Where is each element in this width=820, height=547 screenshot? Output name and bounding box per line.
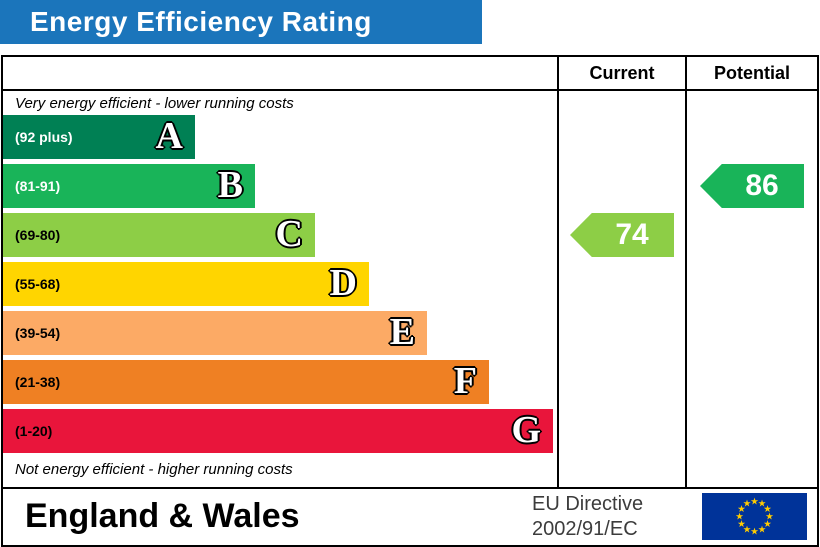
svg-text:★: ★ [765, 512, 774, 523]
svg-text:★: ★ [737, 504, 746, 515]
band-row-f: (21-38) F [3, 360, 489, 404]
band-letter: D [329, 262, 357, 304]
footer-bar: England & Wales EU Directive 2002/91/EC … [1, 489, 819, 547]
column-divider-current [557, 57, 559, 487]
band-letter: E [389, 311, 415, 353]
current-rating-arrow: 74 [570, 213, 674, 257]
band-range-label: (21-38) [15, 374, 61, 390]
band-row-c: (69-80) C [3, 213, 315, 257]
svg-text:★: ★ [750, 497, 759, 508]
band-range-label: (1-20) [15, 423, 53, 439]
band-letter: B [217, 164, 243, 206]
svg-text:★: ★ [743, 525, 752, 536]
band-row-d: (55-68) D [3, 262, 369, 306]
band-range-label: (81-91) [15, 178, 61, 194]
potential-column-header: Potential [713, 63, 790, 83]
region-label: England & Wales [25, 497, 300, 535]
column-divider-potential [685, 57, 687, 487]
eu-directive-text: EU Directive 2002/91/EC [532, 492, 643, 542]
eu-flag-stars: ★★★★★★★★★★★★ [735, 497, 774, 538]
band-row-g: (1-20) G [3, 409, 553, 453]
header-divider-line [3, 89, 817, 91]
svg-text:★: ★ [737, 519, 746, 530]
band-letter: C [275, 213, 303, 255]
potential-rating-value: 86 [745, 169, 779, 202]
rating-table: Current Potential Very energy efficient … [1, 55, 819, 489]
band-letter: F [453, 360, 477, 402]
eu-directive-line1: EU Directive [532, 493, 644, 515]
potential-rating-arrow: 86 [700, 164, 804, 208]
svg-text:★: ★ [743, 499, 752, 510]
svg-text:★: ★ [750, 527, 759, 538]
note-not-efficient: Not energy efficient - higher running co… [15, 461, 293, 478]
svg-text:★: ★ [758, 525, 767, 536]
band-letter: G [511, 409, 541, 451]
page-title: Energy Efficiency Rating [30, 6, 372, 37]
band-range-label: (92 plus) [15, 129, 73, 145]
current-rating-value: 74 [615, 218, 649, 251]
title-bar: Energy Efficiency Rating [0, 0, 482, 44]
note-efficient: Very energy efficient - lower running co… [15, 95, 294, 112]
band-row-b: (81-91) B [3, 164, 255, 208]
eu-flag-icon: ★★★★★★★★★★★★ [702, 493, 807, 540]
current-column-header: Current [589, 63, 655, 83]
svg-text:★: ★ [758, 499, 767, 510]
band-letter: A [155, 115, 183, 157]
band-range-label: (55-68) [15, 276, 61, 292]
band-row-a: (92 plus) A [3, 115, 195, 159]
band-range-label: (39-54) [15, 325, 61, 341]
svg-text:★: ★ [735, 512, 744, 523]
eu-directive-line2: 2002/91/EC [532, 518, 638, 540]
rating-bands: (92 plus) A (81-91) B (69-80) C (55-68) … [3, 115, 557, 458]
band-range-label: (69-80) [15, 227, 61, 243]
svg-text:★: ★ [763, 504, 772, 515]
band-row-e: (39-54) E [3, 311, 427, 355]
svg-text:★: ★ [763, 519, 772, 530]
